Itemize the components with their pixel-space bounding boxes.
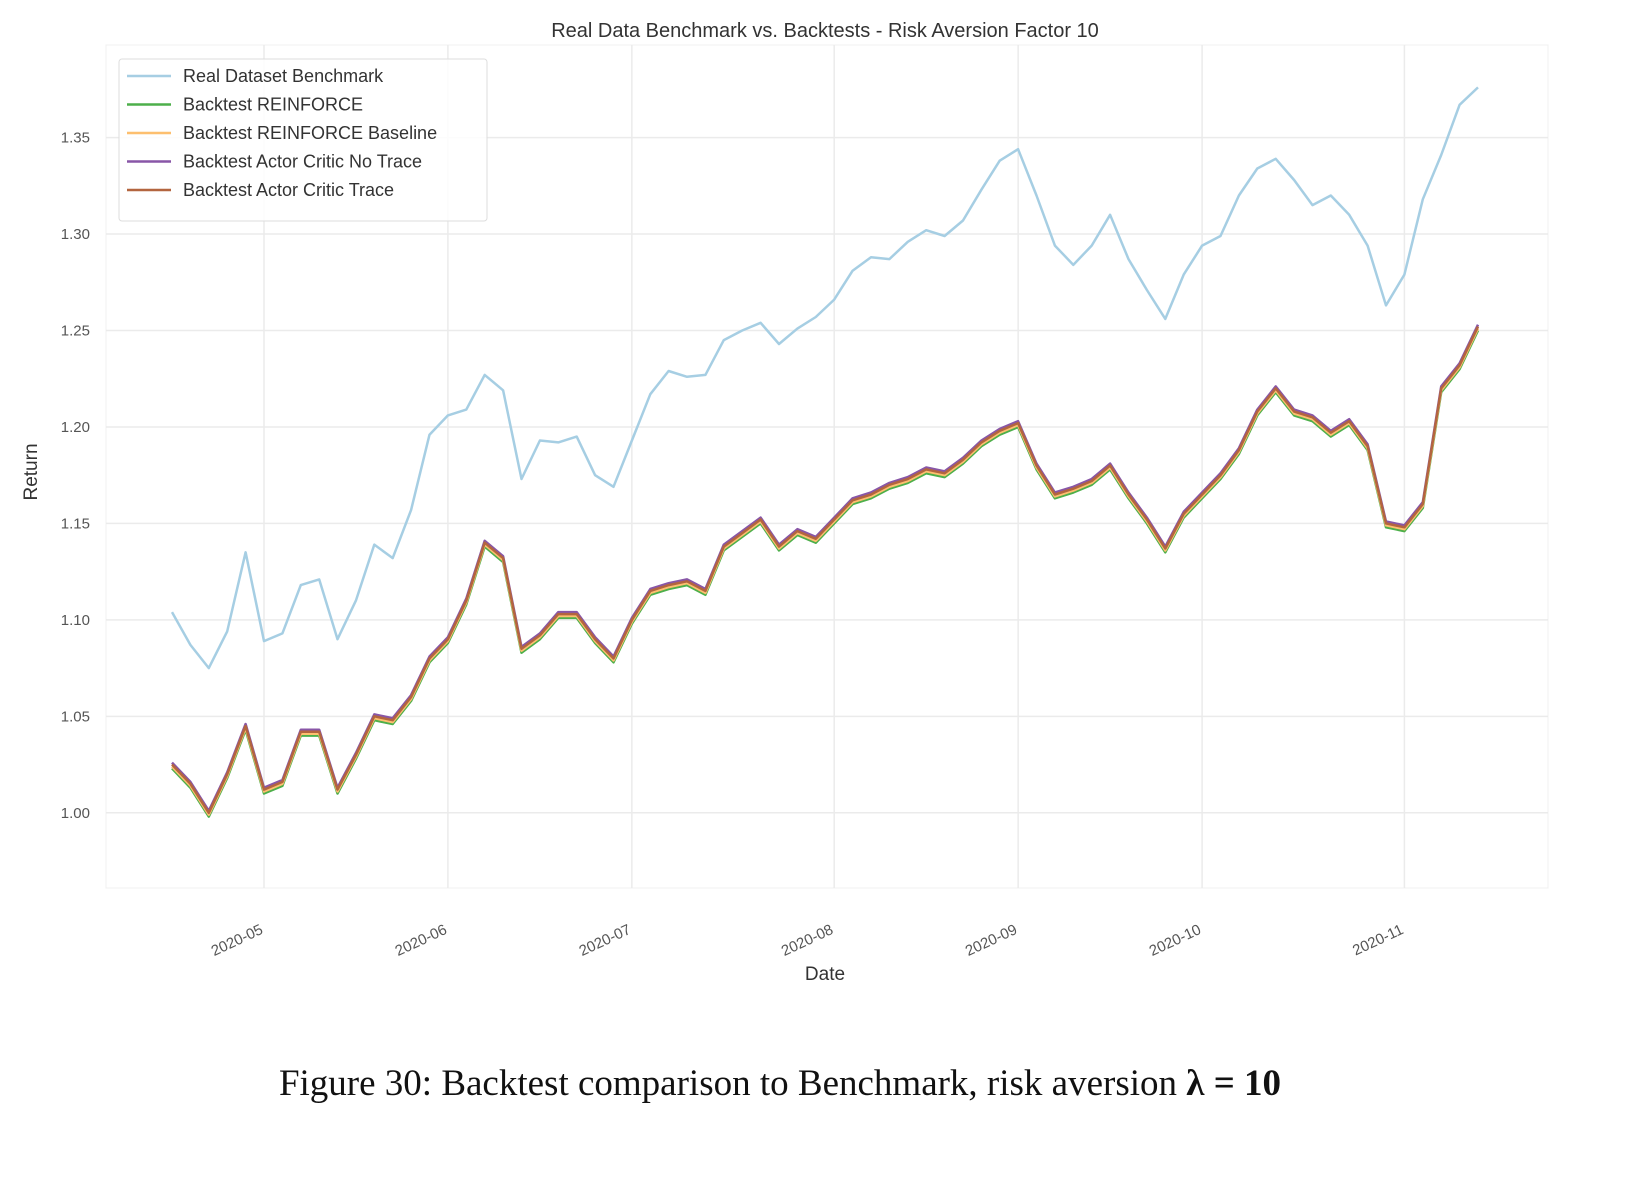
x-tick-label: 2020-05 xyxy=(209,921,266,960)
y-tick-label: 1.20 xyxy=(61,419,90,436)
caption-math: λ = 10 xyxy=(1186,1063,1281,1104)
y-tick-label: 1.30 xyxy=(61,226,90,243)
series-line xyxy=(170,86,1479,670)
y-tick-label: 1.10 xyxy=(61,612,90,629)
y-tick-label: 1.05 xyxy=(61,708,90,725)
x-tick-label: 2020-11 xyxy=(1350,921,1406,959)
legend-label: Backtest REINFORCE xyxy=(183,95,363,115)
legend-label: Backtest REINFORCE Baseline xyxy=(183,123,437,143)
legend-box xyxy=(118,58,488,222)
caption-label: Figure 30: xyxy=(279,1063,432,1104)
legend-label: Backtest Actor Critic Trace xyxy=(183,180,394,200)
y-tick-label: 1.00 xyxy=(61,805,90,822)
x-tick-label: 2020-07 xyxy=(576,921,633,960)
legend-label: Backtest Actor Critic No Trace xyxy=(183,152,422,172)
y-tick-label: 1.35 xyxy=(61,130,90,147)
lines xyxy=(170,86,1480,818)
x-tick-label: 2020-10 xyxy=(1147,921,1204,960)
chart-title: Real Data Benchmark vs. Backtests - Risk… xyxy=(551,20,1099,42)
x-tick-label: 2020-06 xyxy=(393,921,450,960)
legend-label: Real Dataset Benchmark xyxy=(183,66,384,86)
caption-text: Backtest comparison to Benchmark, risk a… xyxy=(441,1063,1177,1104)
caption: Figure 30: Backtest comparison to Benchm… xyxy=(279,1063,1281,1104)
x-axis-label: Date xyxy=(805,964,845,985)
y-tick-label: 1.15 xyxy=(61,515,90,532)
x-tick-label: 2020-08 xyxy=(779,921,836,960)
x-tick-label: 2020-09 xyxy=(963,921,1020,960)
series-line xyxy=(171,326,1480,815)
y-axis-label: Return xyxy=(21,443,42,500)
legend: Real Dataset Benchmark Backtest REINFORCE… xyxy=(118,58,488,222)
y-tick-label: 1.25 xyxy=(61,323,90,340)
